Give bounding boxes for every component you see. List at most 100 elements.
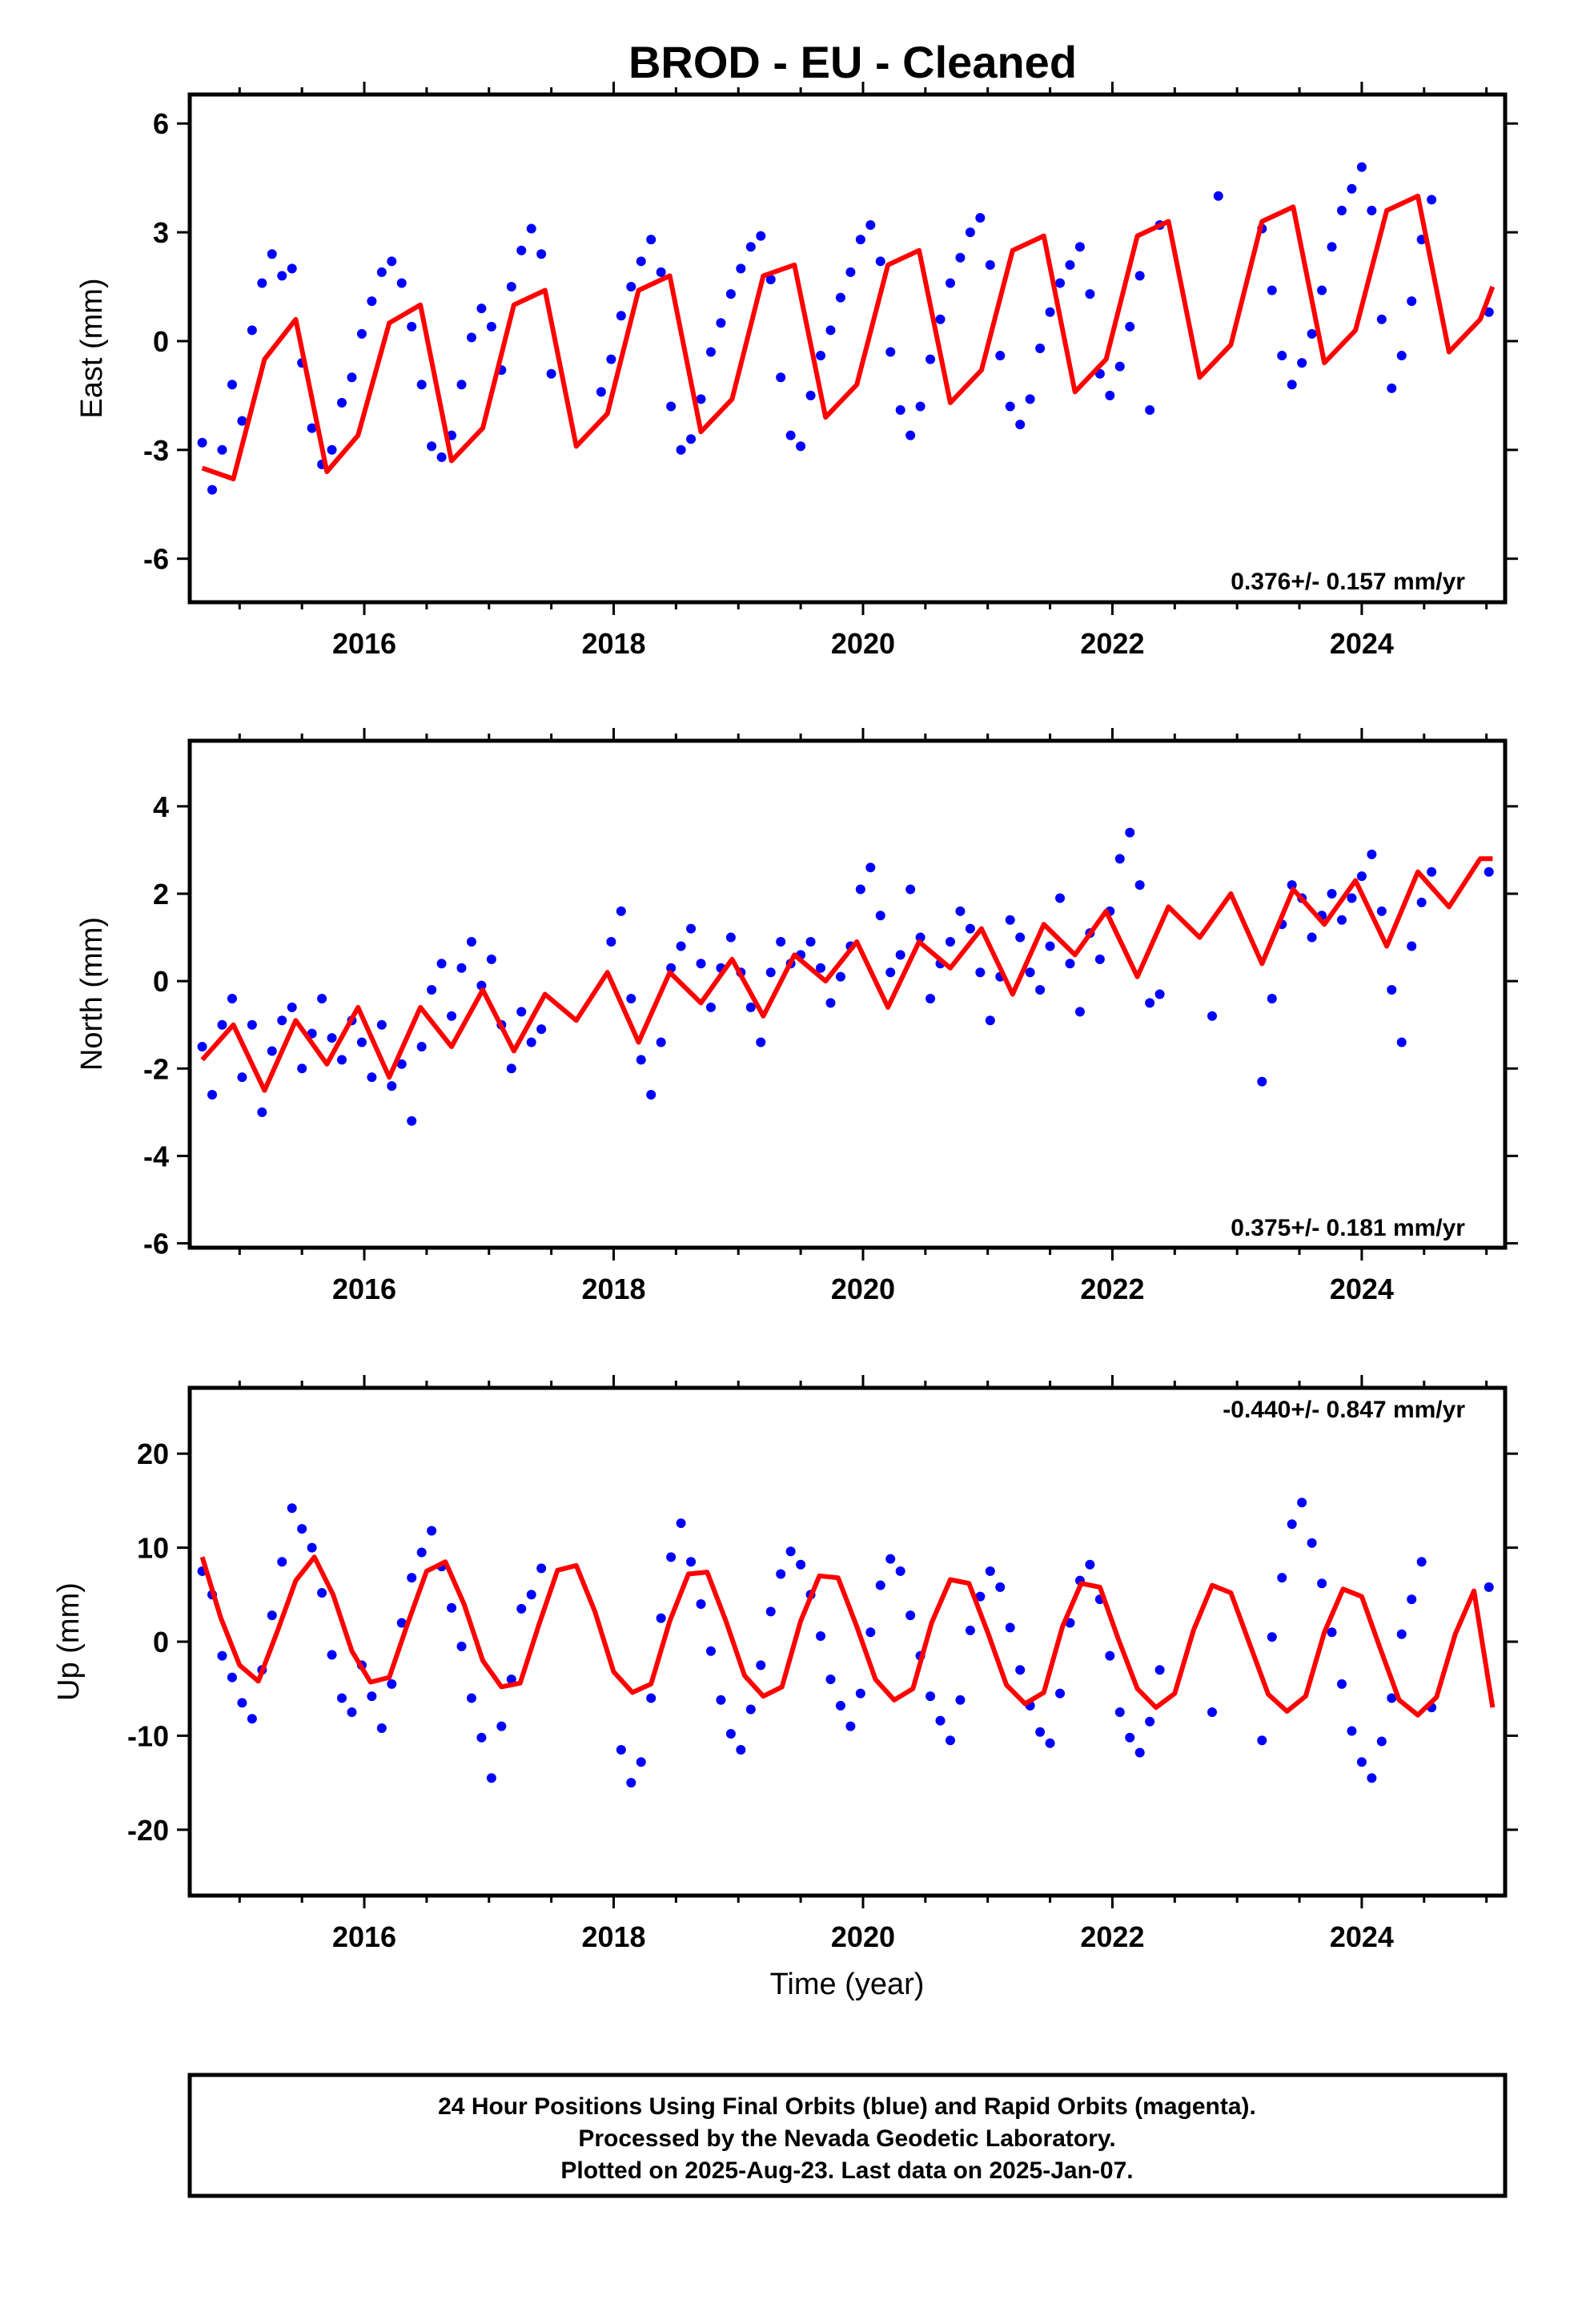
up-data-point [725,1729,736,1739]
up-data-point [336,1693,347,1703]
east-y-tick-label: -3 [143,434,169,467]
up-data-point [875,1580,885,1590]
north-data-point [895,950,905,960]
north-data-point [606,937,616,947]
footer-line-2: Processed by the Nevada Geodetic Laborat… [578,2125,1115,2152]
up-x-tick-label: 2024 [1330,1920,1394,1953]
panel-east: -6 -3 0 3 6 2016 2018 2020 2022 2024 East (mm) 0… [75,82,1518,660]
north-data-point [626,993,636,1003]
north-data-point [656,1037,666,1047]
north-data-point [427,985,437,995]
east-data-point [336,397,347,408]
east-data-point [606,354,616,364]
north-y-tick-label: 4 [153,790,169,823]
up-data-point [626,1778,636,1788]
north-data-point [616,906,626,916]
up-data-point [796,1559,806,1570]
east-data-point [197,437,207,448]
east-data-point [905,430,916,440]
north-data-point [1396,1037,1407,1047]
north-data-point [217,1019,227,1030]
up-data-point [307,1542,317,1553]
east-data-point [1065,259,1075,270]
north-data-point [1356,871,1367,882]
east-data-point [995,351,1006,361]
north-data-point [875,911,885,921]
up-data-point [895,1566,905,1576]
east-data-point [825,325,836,336]
east-data-point [1367,205,1377,215]
north-data-point [1145,998,1155,1008]
north-data-point [835,971,845,982]
east-data-point [396,278,407,288]
east-data-point [915,401,926,412]
east-data-point [526,223,536,234]
up-data-point [745,1704,756,1715]
east-data-point [1055,278,1066,288]
north-x-tick-label: 2024 [1330,1273,1394,1305]
north-data-point [376,1019,387,1030]
panel-north: -6 -4 -2 0 2 4 2016 2018 2020 2022 2024 North (mm… [75,728,1518,1305]
east-plot-area [197,162,1496,495]
up-data-point [1416,1557,1427,1567]
up-data-point [217,1651,227,1661]
north-data-point [1074,1007,1085,1017]
north-data-point [536,1024,547,1035]
east-data-point [416,380,427,390]
east-data-point [945,278,955,288]
east-data-point [257,278,267,288]
east-data-point [705,347,716,357]
north-data-point [855,884,865,895]
east-rate-label: 0.376+/- 0.157 mm/yr [1231,569,1465,595]
up-data-point [1125,1732,1135,1743]
up-data-point [885,1554,896,1564]
east-data-point [656,267,666,277]
east-data-point [666,401,677,412]
north-data-point [676,941,686,951]
up-data-point [277,1557,287,1567]
north-data-point [456,963,467,973]
east-data-point [1376,314,1387,324]
up-data-point [646,1693,656,1703]
up-y-tick-label: 10 [137,1532,169,1565]
north-x-tick-label: 2020 [831,1273,895,1305]
east-data-point [1277,351,1287,361]
north-y-tick-label: -4 [143,1140,169,1172]
north-data-point [197,1041,207,1051]
up-data-point [1257,1735,1267,1746]
up-data-point [317,1587,327,1598]
east-data-point [267,249,277,259]
east-data-point [596,387,606,397]
east-data-point [975,212,986,223]
north-data-point [336,1055,347,1065]
north-data-point [926,993,936,1003]
up-data-point [765,1606,776,1617]
east-data-point [895,404,905,415]
north-data-point [387,1081,397,1092]
up-data-point [476,1732,487,1743]
up-data-point [1035,1727,1046,1737]
north-data-point [367,1072,377,1083]
north-data-point [207,1090,218,1100]
chart-title: BROD - EU - Cleaned [628,37,1077,87]
north-data-point [1154,989,1165,999]
north-data-point [725,932,736,943]
up-x-ticks: 2016 2018 2020 2022 2024 [238,1375,1488,1953]
up-data-point [1297,1498,1307,1508]
footer-frame [187,2073,1508,2198]
up-data-point [955,1695,966,1705]
up-y-axis-label: Up (mm) [52,1582,86,1701]
east-data-point [1484,307,1494,317]
east-data-point [1145,404,1155,415]
north-data-point [1307,932,1317,943]
east-data-point [1427,195,1437,205]
north-data-point [1005,915,1015,925]
east-data-point [427,441,437,452]
east-data-point [935,314,946,324]
north-data-point [237,1072,247,1083]
east-data-point [1114,361,1125,372]
north-data-point [1125,827,1135,838]
north-data-point [1035,985,1046,995]
north-data-point [1267,993,1277,1003]
north-data-point [765,967,776,978]
